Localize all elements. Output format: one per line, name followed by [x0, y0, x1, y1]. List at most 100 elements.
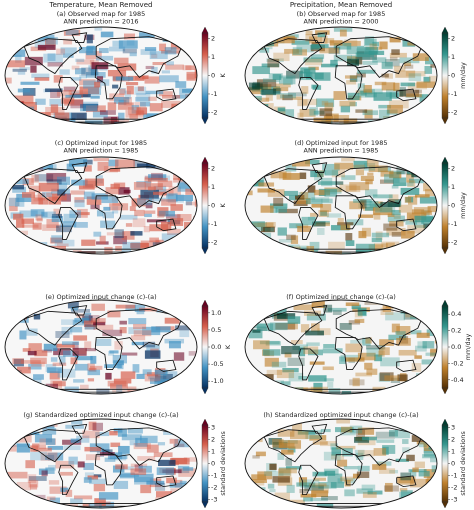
colorbar-tick-label: 1.0 — [211, 309, 221, 317]
map-cell — [248, 82, 260, 91]
map-cell — [361, 484, 376, 490]
map-cell — [254, 84, 272, 90]
map-cell — [151, 326, 171, 333]
map-cell — [103, 165, 118, 173]
map-cell — [161, 100, 181, 108]
map-cell — [15, 197, 25, 207]
map-cell — [298, 347, 306, 357]
colorbar-label: standard deviations — [219, 431, 227, 496]
map-cell — [402, 447, 410, 453]
map-cell — [162, 115, 181, 123]
map-cell — [79, 74, 88, 79]
map-cell — [21, 218, 34, 224]
column-header: Temperature, Mean Removed — [49, 1, 153, 9]
map-cell — [16, 481, 31, 491]
map-cell — [30, 209, 45, 217]
map-cell — [165, 64, 184, 70]
map-cell — [180, 115, 188, 124]
map-cell — [385, 242, 395, 249]
map-cell — [253, 308, 270, 314]
map-cell — [310, 170, 324, 178]
map-cell — [112, 202, 122, 206]
map-cell — [48, 196, 61, 205]
map-cell — [57, 368, 76, 378]
map-cell — [408, 380, 416, 388]
map-cell — [320, 428, 331, 433]
map-cell — [321, 177, 333, 187]
colorbar-label: mm/day — [459, 192, 467, 219]
map-cell — [14, 235, 25, 244]
map-cell — [56, 225, 72, 233]
map-cell — [369, 43, 377, 50]
map-cell — [37, 34, 48, 42]
map-cell — [101, 79, 110, 86]
map-cell — [31, 174, 39, 183]
map-cell — [192, 493, 197, 498]
map-cell — [292, 96, 303, 100]
map-cell — [130, 243, 150, 248]
map-cell — [277, 429, 295, 437]
map-cell — [416, 497, 424, 503]
map-cell — [418, 503, 426, 508]
map — [5, 157, 197, 254]
map-cell — [269, 120, 276, 124]
map-cell — [73, 379, 85, 383]
map-cell — [327, 473, 343, 483]
map-cell — [146, 480, 165, 485]
map-cell — [139, 32, 155, 39]
map-cell — [345, 233, 353, 241]
map-cell — [332, 310, 342, 315]
map-cell — [22, 348, 31, 352]
map-cell — [423, 210, 433, 215]
map-cell — [428, 173, 435, 181]
map-cell — [119, 88, 126, 95]
map-cell — [8, 250, 21, 254]
map-cell — [434, 104, 437, 112]
map-cell — [15, 54, 22, 63]
map-cell — [297, 112, 304, 120]
map-cell — [350, 75, 363, 82]
map-cell — [339, 29, 347, 37]
map-cell — [133, 182, 146, 190]
map-cell — [418, 442, 427, 448]
map-cell — [93, 483, 106, 492]
map-cell — [363, 38, 377, 47]
map-cell — [297, 430, 316, 435]
map-cell — [126, 85, 134, 95]
map-cell — [415, 161, 427, 167]
map-cell — [175, 81, 187, 88]
map — [245, 157, 437, 254]
colorbar-tick-label: 1 — [211, 53, 215, 61]
map-cell — [88, 315, 100, 322]
map-cell — [93, 324, 114, 330]
map-cell — [134, 86, 147, 95]
map-cell — [249, 116, 258, 124]
colorbar-tick-label: -2 — [451, 108, 457, 116]
map-border — [244, 156, 438, 255]
map-cell — [38, 197, 49, 205]
map-cell — [139, 121, 158, 124]
map-cell — [47, 445, 64, 450]
map-cell — [71, 94, 91, 98]
map-cell — [45, 88, 63, 92]
map-cell — [29, 185, 41, 193]
map-cell — [313, 171, 323, 181]
map-cell — [401, 160, 420, 166]
map-cell — [128, 327, 142, 334]
map-cell — [51, 215, 63, 223]
map-cell — [78, 185, 95, 190]
map-cell — [281, 346, 300, 355]
map-cell — [360, 175, 374, 181]
map-cell — [114, 341, 123, 350]
map-cell — [47, 62, 63, 67]
map-cell — [175, 325, 195, 331]
colorbar-extend — [441, 117, 449, 125]
map-cell — [118, 112, 125, 121]
map-cell — [269, 203, 288, 209]
map-cell — [142, 341, 156, 348]
map-cell — [21, 300, 32, 305]
map-cell — [321, 63, 338, 68]
map-cell — [88, 421, 97, 430]
colorbar-extend — [441, 501, 449, 509]
map-cell — [262, 349, 281, 356]
